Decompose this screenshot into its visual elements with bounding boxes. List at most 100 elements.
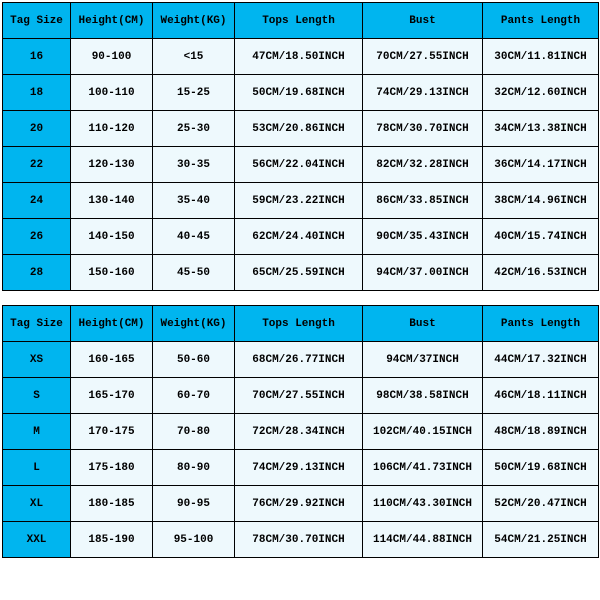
cell-value: 54CM/21.25INCH [483,522,599,558]
cell-value: 120-130 [71,147,153,183]
col-tag-size: Tag Size [3,306,71,342]
cell-value: 74CM/29.13INCH [235,450,363,486]
cell-value: 70CM/27.55INCH [235,378,363,414]
cell-value: 47CM/18.50INCH [235,39,363,75]
cell-value: 34CM/13.38INCH [483,111,599,147]
table-row: XL180-18590-9576CM/29.92INCH110CM/43.30I… [3,486,599,522]
cell-value: 46CM/18.11INCH [483,378,599,414]
cell-value: 32CM/12.60INCH [483,75,599,111]
col-tops: Tops Length [235,306,363,342]
cell-value: 38CM/14.96INCH [483,183,599,219]
cell-value: 52CM/20.47INCH [483,486,599,522]
col-pants: Pants Length [483,306,599,342]
table-row: M170-17570-8072CM/28.34INCH102CM/40.15IN… [3,414,599,450]
cell-value: 82CM/32.28INCH [363,147,483,183]
cell-tag-size: 28 [3,255,71,291]
cell-value: <15 [153,39,235,75]
table-row: 26140-15040-4562CM/24.40INCH90CM/35.43IN… [3,219,599,255]
cell-tag-size: 24 [3,183,71,219]
cell-value: 130-140 [71,183,153,219]
table-row: 22120-13030-3556CM/22.04INCH82CM/32.28IN… [3,147,599,183]
cell-tag-size: XL [3,486,71,522]
cell-value: 110-120 [71,111,153,147]
cell-value: 65CM/25.59INCH [235,255,363,291]
cell-value: 50-60 [153,342,235,378]
cell-value: 80-90 [153,450,235,486]
cell-value: 86CM/33.85INCH [363,183,483,219]
col-tops: Tops Length [235,3,363,39]
table-row: XXL185-19095-10078CM/30.70INCH114CM/44.8… [3,522,599,558]
col-bust: Bust [363,306,483,342]
cell-value: 40-45 [153,219,235,255]
cell-value: 150-160 [71,255,153,291]
cell-tag-size: 26 [3,219,71,255]
cell-value: 170-175 [71,414,153,450]
cell-tag-size: 18 [3,75,71,111]
cell-value: 70CM/27.55INCH [363,39,483,75]
table-body: XS160-16550-6068CM/26.77INCH94CM/37INCH4… [3,342,599,558]
col-height: Height(CM) [71,306,153,342]
cell-value: 160-165 [71,342,153,378]
cell-tag-size: M [3,414,71,450]
cell-value: 114CM/44.88INCH [363,522,483,558]
kids-size-table: Tag Size Height(CM) Weight(KG) Tops Leng… [2,2,599,291]
adult-size-table: Tag Size Height(CM) Weight(KG) Tops Leng… [2,305,599,558]
table-header: Tag Size Height(CM) Weight(KG) Tops Leng… [3,306,599,342]
cell-value: 94CM/37.00INCH [363,255,483,291]
cell-value: 68CM/26.77INCH [235,342,363,378]
cell-value: 48CM/18.89INCH [483,414,599,450]
cell-value: 72CM/28.34INCH [235,414,363,450]
cell-value: 70-80 [153,414,235,450]
cell-value: 50CM/19.68INCH [235,75,363,111]
cell-value: 62CM/24.40INCH [235,219,363,255]
col-bust: Bust [363,3,483,39]
cell-tag-size: L [3,450,71,486]
cell-value: 30-35 [153,147,235,183]
cell-value: 78CM/30.70INCH [363,111,483,147]
cell-value: 90-100 [71,39,153,75]
cell-value: 42CM/16.53INCH [483,255,599,291]
col-weight: Weight(KG) [153,306,235,342]
cell-value: 98CM/38.58INCH [363,378,483,414]
cell-value: 25-30 [153,111,235,147]
cell-value: 30CM/11.81INCH [483,39,599,75]
cell-value: 140-150 [71,219,153,255]
cell-value: 59CM/23.22INCH [235,183,363,219]
cell-value: 78CM/30.70INCH [235,522,363,558]
cell-tag-size: 20 [3,111,71,147]
cell-tag-size: XS [3,342,71,378]
table-row: 24130-14035-4059CM/23.22INCH86CM/33.85IN… [3,183,599,219]
cell-value: 165-170 [71,378,153,414]
cell-value: 15-25 [153,75,235,111]
cell-value: 106CM/41.73INCH [363,450,483,486]
cell-value: 40CM/15.74INCH [483,219,599,255]
table-row: 1690-100<1547CM/18.50INCH70CM/27.55INCH3… [3,39,599,75]
cell-tag-size: S [3,378,71,414]
cell-value: 45-50 [153,255,235,291]
table-row: XS160-16550-6068CM/26.77INCH94CM/37INCH4… [3,342,599,378]
cell-value: 94CM/37INCH [363,342,483,378]
cell-value: 95-100 [153,522,235,558]
cell-value: 56CM/22.04INCH [235,147,363,183]
cell-value: 74CM/29.13INCH [363,75,483,111]
cell-value: 60-70 [153,378,235,414]
cell-tag-size: 16 [3,39,71,75]
table-body: 1690-100<1547CM/18.50INCH70CM/27.55INCH3… [3,39,599,291]
cell-value: 44CM/17.32INCH [483,342,599,378]
cell-value: 76CM/29.92INCH [235,486,363,522]
cell-value: 35-40 [153,183,235,219]
cell-value: 50CM/19.68INCH [483,450,599,486]
cell-tag-size: 22 [3,147,71,183]
cell-tag-size: XXL [3,522,71,558]
col-tag-size: Tag Size [3,3,71,39]
cell-value: 175-180 [71,450,153,486]
table-header: Tag Size Height(CM) Weight(KG) Tops Leng… [3,3,599,39]
col-pants: Pants Length [483,3,599,39]
col-weight: Weight(KG) [153,3,235,39]
table-row: 28150-16045-5065CM/25.59INCH94CM/37.00IN… [3,255,599,291]
cell-value: 90-95 [153,486,235,522]
cell-value: 110CM/43.30INCH [363,486,483,522]
table-row: L175-18080-9074CM/29.13INCH106CM/41.73IN… [3,450,599,486]
cell-value: 100-110 [71,75,153,111]
cell-value: 180-185 [71,486,153,522]
